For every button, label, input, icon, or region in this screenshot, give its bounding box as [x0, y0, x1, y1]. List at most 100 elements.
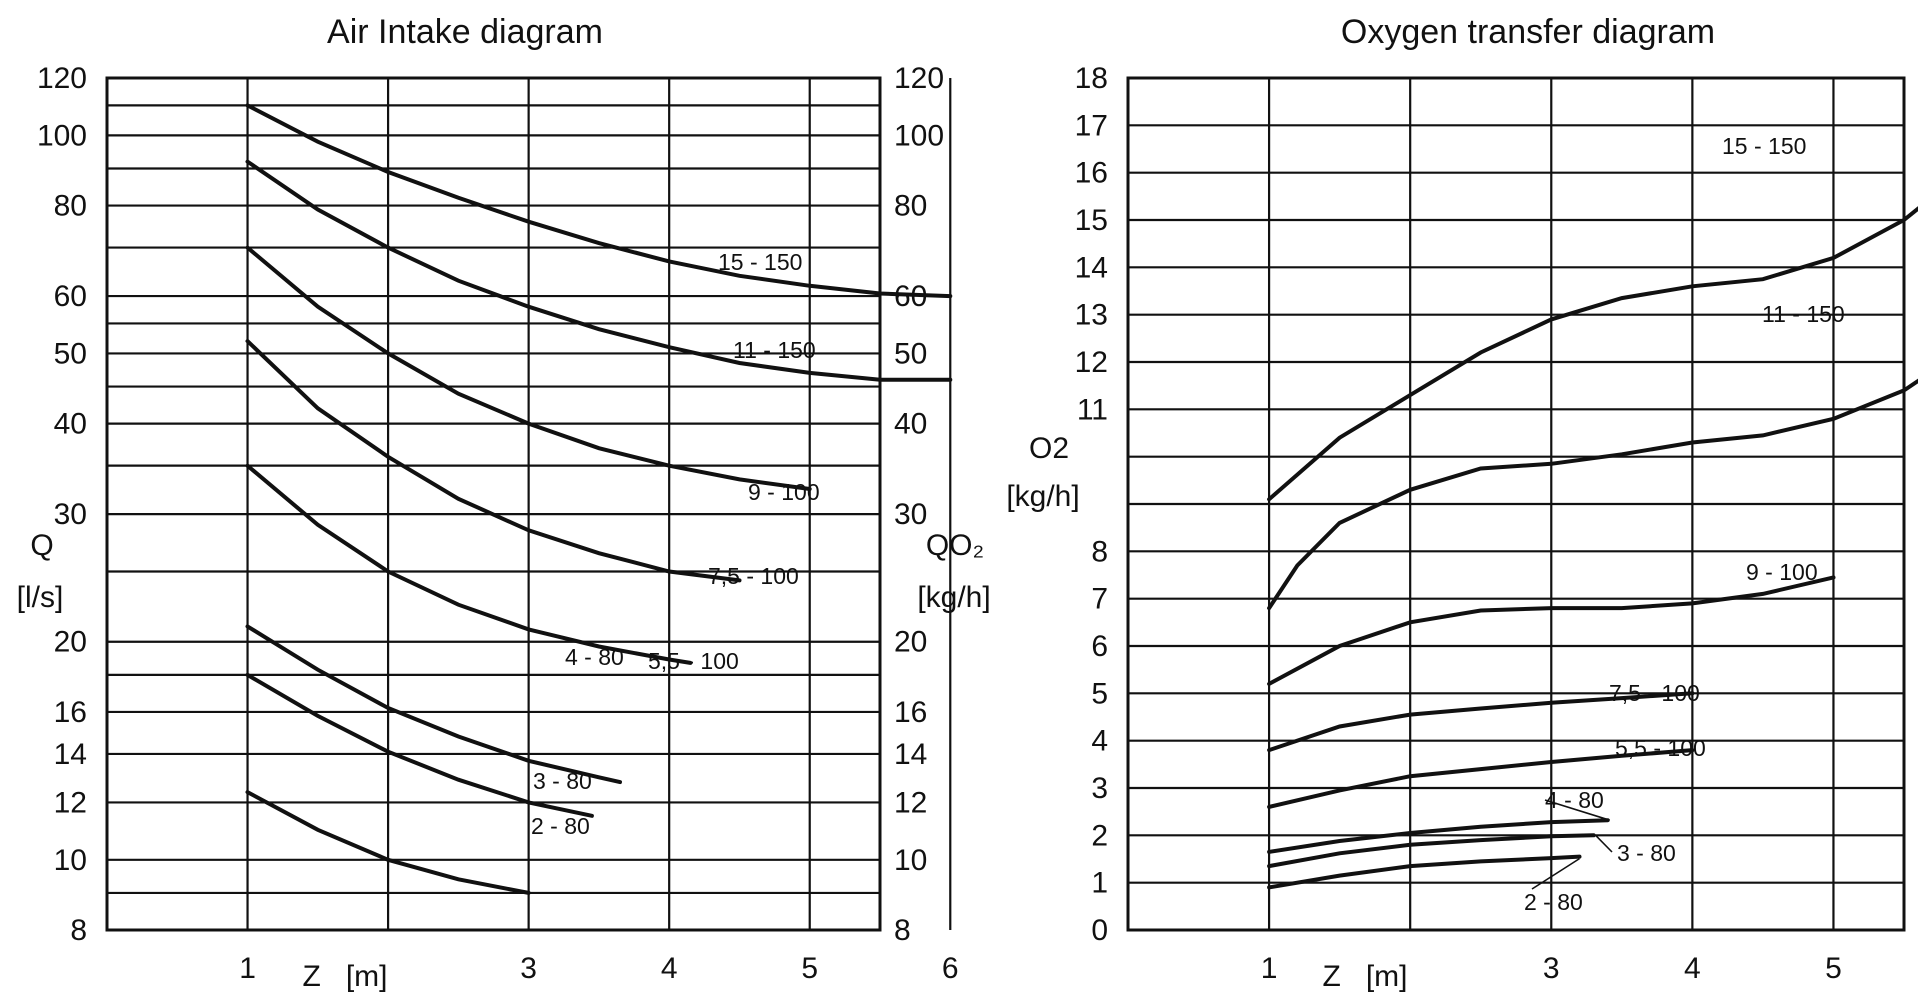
- y-tick-label-right: 20: [894, 626, 927, 659]
- y-tick-label: 8: [1091, 535, 1108, 568]
- series-line: [245, 624, 622, 785]
- series-label: 11 - 150: [1762, 301, 1845, 327]
- y-tick-label: 5: [1091, 677, 1108, 710]
- right-axis-unit-label: [kg/h]: [917, 581, 990, 614]
- plot-frame: [1126, 76, 1906, 932]
- y-tick-label: 16: [54, 696, 87, 729]
- y-tick-label: 8: [70, 914, 87, 947]
- y-tick-label: 14: [54, 738, 87, 771]
- y-tick-label-right: 10: [894, 844, 927, 877]
- chart-title: Air Intake diagram: [327, 13, 603, 51]
- series-line: [245, 103, 953, 299]
- x-tick-label: 1: [1261, 952, 1278, 985]
- y-axis-unit-label: [l/s]: [17, 581, 64, 614]
- series-line: [1267, 206, 1918, 502]
- series-line: [245, 790, 531, 895]
- series-line: [245, 245, 812, 491]
- x-axis-label: Z [m]: [303, 960, 388, 993]
- label-leader-line: [1531, 857, 1580, 890]
- y-tick-label: 17: [1075, 109, 1108, 142]
- label-leader-line: [1544, 799, 1610, 821]
- plot-frame: [105, 76, 882, 932]
- series-line: [245, 339, 742, 583]
- y-tick-label-right: 100: [894, 119, 944, 152]
- y-tick-label: 15: [1075, 204, 1108, 237]
- y-tick-label: 16: [1075, 157, 1108, 190]
- series-label: 2 - 80: [531, 813, 590, 839]
- x-axis-label: Z [m]: [1323, 960, 1408, 993]
- series-label: 9 - 100: [1746, 559, 1818, 585]
- series-label: 15 - 150: [718, 249, 802, 275]
- series-label: 9 - 100: [748, 479, 820, 505]
- series-line: [245, 159, 953, 382]
- y-tick-label: 4: [1091, 725, 1108, 758]
- y-tick-label: 60: [54, 280, 87, 313]
- series-label: 3 - 80: [533, 768, 592, 794]
- y-tick-label-right: 8: [894, 914, 911, 947]
- label-leader-line: [1595, 834, 1613, 853]
- y-tick-label: 18: [1075, 62, 1108, 95]
- oxygen-transfer-chart: Oxygen transfer diagram O2 [kg/h] Z [m] …: [1006, 13, 1918, 993]
- chart-title: Oxygen transfer diagram: [1341, 13, 1715, 51]
- y-tick-label: 14: [1075, 251, 1108, 284]
- series-line: [1267, 748, 1695, 809]
- series-line: [1267, 818, 1610, 854]
- y-axis-label-q: Q: [30, 529, 53, 562]
- series-line: [1267, 575, 1836, 686]
- y-tick-label: 80: [54, 190, 87, 223]
- y-tick-label: 3: [1091, 772, 1108, 805]
- x-tick-label: 6: [942, 952, 959, 985]
- y-tick-label-right: 120: [894, 62, 944, 95]
- y-tick-label-right: 40: [894, 408, 927, 441]
- series-label: 7,5 - 100: [1609, 680, 1700, 706]
- y-tick-label: 2: [1091, 819, 1108, 852]
- y-tick-label: 50: [54, 337, 87, 370]
- y-tick-label: 20: [54, 626, 87, 659]
- series-line: [1267, 378, 1918, 611]
- series-line: [245, 672, 594, 818]
- series-label: 15 - 150: [1722, 133, 1806, 159]
- x-tick-label: 1: [239, 952, 256, 985]
- series-line: [1267, 691, 1695, 753]
- y-tick-label: 120: [37, 62, 87, 95]
- series-label: 3 - 80: [1617, 840, 1676, 866]
- x-tick-label: 4: [661, 952, 678, 985]
- y-tick-label: 100: [37, 119, 87, 152]
- x-tick-label: 3: [1543, 952, 1560, 985]
- y-axis-unit-label: [kg/h]: [1006, 480, 1079, 513]
- series-label: 2 - 80: [1524, 889, 1583, 915]
- right-axis-label-qo2: QO₂: [926, 529, 984, 562]
- series-line: [1267, 833, 1596, 869]
- y-tick-label-right: 14: [894, 738, 927, 771]
- y-tick-label-right: 16: [894, 696, 927, 729]
- y-tick-label: 13: [1075, 299, 1108, 332]
- y-tick-label: 11: [1077, 393, 1108, 426]
- x-tick-label: 5: [1825, 952, 1842, 985]
- series-label: 5,5 - 100: [1615, 735, 1706, 761]
- y-axis-label-o2: O2: [1029, 432, 1069, 465]
- y-tick-label-right: 50: [894, 337, 927, 370]
- y-tick-label-right: 30: [894, 498, 927, 531]
- y-tick-label: 30: [54, 498, 87, 531]
- series-line: [1267, 854, 1582, 890]
- y-tick-label-right: 80: [894, 190, 927, 223]
- series-line: [245, 463, 693, 665]
- y-tick-label-right: 12: [894, 786, 927, 819]
- x-tick-label: 3: [520, 952, 537, 985]
- x-tick-label: 5: [801, 952, 818, 985]
- y-tick-label: 12: [54, 786, 87, 819]
- y-tick-label: 0: [1091, 914, 1108, 947]
- y-tick-label: 10: [54, 844, 87, 877]
- y-tick-label: 1: [1091, 867, 1108, 900]
- air-intake-chart: Air Intake diagram Q [l/s] QO₂ [kg/h] Z …: [17, 13, 991, 993]
- series-label: 5,5 - 100: [648, 648, 739, 674]
- y-tick-label: 12: [1075, 346, 1108, 379]
- y-tick-label: 40: [54, 408, 87, 441]
- series-label: 7,5 - 100: [708, 563, 799, 589]
- y-tick-label: 7: [1091, 583, 1108, 616]
- series-label: 11 - 150: [733, 337, 816, 363]
- x-tick-label: 4: [1684, 952, 1701, 985]
- y-tick-label: 6: [1091, 630, 1108, 663]
- series-label: 4 - 80: [565, 644, 624, 670]
